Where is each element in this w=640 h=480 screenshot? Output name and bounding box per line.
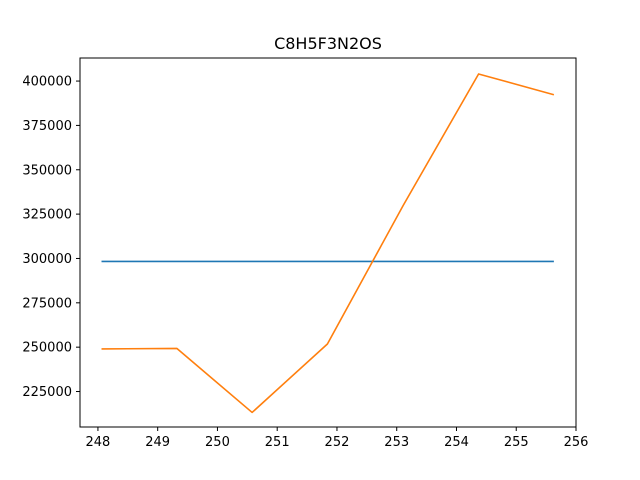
y-tick-label: 250000 bbox=[22, 341, 72, 356]
x-tick-label: 254 bbox=[444, 435, 469, 450]
y-tick-label: 375000 bbox=[22, 119, 72, 134]
plot-frame bbox=[79, 57, 577, 428]
axes-layer: 248 249 250 251 252 253 254 255 256 225000 250000 2… bbox=[22, 57, 589, 450]
y-tick-label: 225000 bbox=[22, 385, 72, 400]
y-tick-label: 400000 bbox=[22, 75, 72, 90]
x-tick-label: 256 bbox=[564, 435, 589, 450]
y-tick-label: 300000 bbox=[22, 252, 72, 267]
series-layer bbox=[101, 73, 555, 414]
x-tick-label: 251 bbox=[265, 435, 290, 450]
x-tick-label: 253 bbox=[384, 435, 409, 450]
x-tick-label: 250 bbox=[205, 435, 230, 450]
x-tick-label: 255 bbox=[504, 435, 529, 450]
y-tick-label: 325000 bbox=[22, 208, 72, 223]
x-tick-label: 249 bbox=[145, 435, 170, 450]
series-line-2 bbox=[101, 73, 555, 414]
y-tick-label: 275000 bbox=[22, 296, 72, 311]
x-tick-label: 252 bbox=[325, 435, 350, 450]
x-tick-label: 248 bbox=[86, 435, 111, 450]
y-tick-label: 350000 bbox=[22, 163, 72, 178]
chart-title: C8H5F3N2OS bbox=[274, 34, 382, 53]
